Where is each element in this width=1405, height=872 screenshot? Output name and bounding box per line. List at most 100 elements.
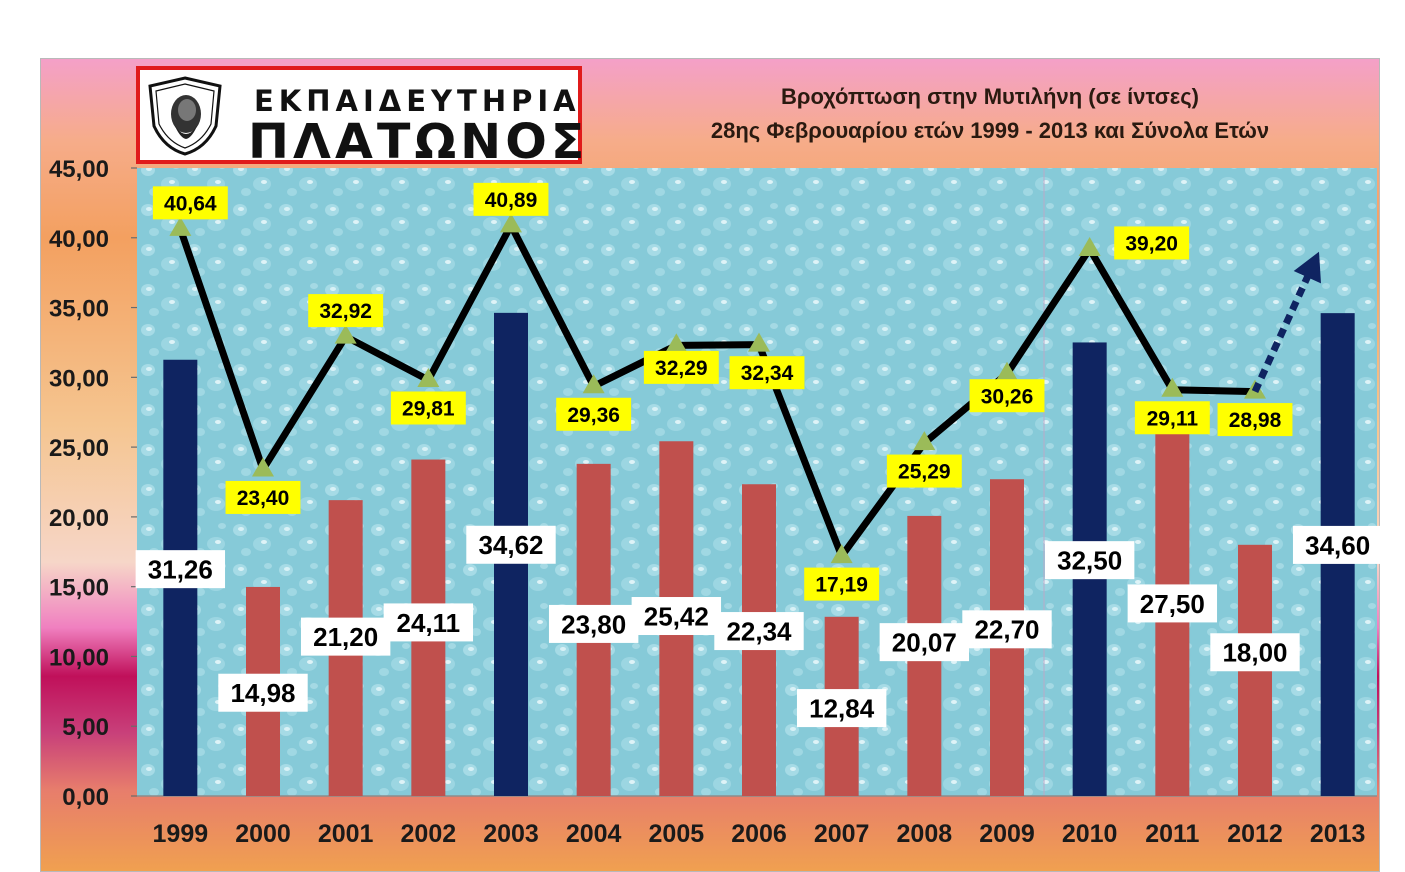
y-tick-label: 10,00 [49,644,109,671]
svg-text:29,81: 29,81 [402,398,455,421]
x-tick-label: 2002 [401,820,457,848]
x-tick-label: 2006 [731,820,787,848]
svg-text:29,11: 29,11 [1147,407,1199,430]
svg-text:31,26: 31,26 [148,555,213,585]
bar-label-2005: 25,42 [631,597,722,636]
x-tick-label: 2004 [566,820,622,848]
line-marker-2005 [665,333,688,353]
bar-label-2013: 34,60 [1292,525,1383,564]
svg-text:21,20: 21,20 [313,622,378,652]
y-tick-label: 0,00 [62,784,109,811]
line-marker-2004 [582,374,605,394]
y-tick-label: 15,00 [49,575,109,602]
svg-text:24,11: 24,11 [397,608,461,638]
bar-label-1999: 31,26 [135,550,226,589]
svg-text:27,50: 27,50 [1140,589,1205,619]
svg-text:23,40: 23,40 [237,487,290,510]
logo-seal-icon [148,76,222,156]
bar-label-2008: 20,07 [879,623,970,662]
x-tick-label: 1999 [153,820,209,848]
bar-label-2007: 12,84 [796,689,887,728]
svg-text:39,20: 39,20 [1125,233,1178,256]
svg-text:23,80: 23,80 [561,609,626,639]
x-tick-label: 2009 [979,820,1035,848]
svg-text:34,60: 34,60 [1305,530,1370,560]
line-marker-2003 [500,213,522,233]
svg-text:20,07: 20,07 [892,628,957,658]
x-tick-label: 2011 [1145,820,1199,848]
line-marker-1999 [169,216,192,236]
line-marker-2007 [830,544,853,564]
line-marker-2006 [748,332,770,352]
svg-text:28,98: 28,98 [1229,409,1282,432]
line-label-2001: 32,92 [308,294,384,328]
svg-text:29,36: 29,36 [567,404,620,427]
line-marker-2000 [252,457,274,477]
bar-label-2003: 34,62 [466,525,556,564]
svg-text:12,84: 12,84 [809,693,875,723]
line-label-2008: 25,29 [886,454,962,488]
y-tick-label: 40,00 [49,226,109,253]
svg-text:14,98: 14,98 [230,678,295,708]
line-series [169,213,1266,564]
line-label-2009: 30,26 [969,379,1045,413]
svg-text:40,89: 40,89 [485,189,538,212]
svg-text:32,92: 32,92 [319,300,372,323]
svg-text:40,64: 40,64 [164,192,217,215]
y-tick-label: 20,00 [49,505,109,532]
trend-arrow-head [1293,251,1321,284]
x-tick-label: 2008 [897,820,953,848]
svg-text:32,34: 32,34 [741,362,794,385]
y-tick-label: 5,00 [62,714,109,741]
bar-label-2004: 23,80 [548,604,639,643]
trend-arrow-shaft [1251,266,1315,394]
line-label-2011: 29,11 [1134,401,1210,435]
x-tick-label: 2001 [318,820,374,848]
line-label-1999: 40,64 [152,186,228,220]
x-tick-label: 2010 [1062,820,1118,848]
line-label-2012: 28,98 [1217,403,1293,437]
line-marker-2011 [1161,377,1184,397]
svg-text:32,50: 32,50 [1057,546,1122,576]
trend-arrow [1251,251,1321,394]
line-label-2010: 39,20 [1114,226,1190,260]
y-axis: 0,00 5,00 10,00 15,00 20,00 25,00 30,00 35,00 40… [49,156,137,811]
svg-text:34,62: 34,62 [478,530,543,560]
bar-label-2000: 14,98 [218,673,308,712]
logo-text-line2: ΠΛΑΤΩΝΟΣ [248,114,589,170]
chart-title: Βροχόπτωση στην Μυτιλήνη (σε ίντσες) [781,84,1199,109]
bar-labels: 31,26 14,98 21,20 24,11 34,62 23,80 25,42 22,34… [135,525,1383,728]
line-label-2004: 29,36 [556,397,632,431]
y-tick-label: 35,00 [49,296,109,323]
line-marker-2009 [996,361,1018,381]
line-label-2006: 32,34 [729,356,805,390]
line-marker-2010 [1078,236,1101,256]
svg-text:25,29: 25,29 [898,461,951,484]
x-tick-label: 2012 [1227,820,1283,848]
line-marker-2002 [417,367,440,387]
x-tick-label: 2000 [235,820,291,848]
y-tick-label: 45,00 [49,156,109,183]
x-tick-label: 2005 [649,820,705,848]
svg-text:18,00: 18,00 [1222,638,1287,668]
x-tick-label: 2007 [814,820,870,848]
chart-subtitle: 28ης Φεβρουαρίου ετών 1999 - 2013 και Σύ… [710,118,1270,143]
line-label-2005: 32,29 [643,350,719,384]
line-label-2003: 40,89 [473,182,549,216]
line-marker-2008 [913,431,936,451]
svg-text:22,34: 22,34 [726,616,792,646]
bar-label-2006: 22,34 [714,612,804,651]
x-tick-label: 2013 [1310,820,1366,848]
bar-label-2012: 18,00 [1210,633,1300,672]
bar-label-2011: 27,50 [1127,584,1218,623]
x-axis: 1999 2000 2001 2002 2003 2004 2005 2006 2007 2008… [153,820,1366,848]
svg-text:32,29: 32,29 [655,357,708,380]
bar-label-2010: 32,50 [1044,541,1135,580]
line-label-2000: 23,40 [225,480,301,514]
bar-label-2009: 22,70 [962,610,1052,649]
svg-text:30,26: 30,26 [981,385,1034,408]
svg-text:25,42: 25,42 [644,601,709,631]
line-labels: 40,64 23,40 32,92 29,81 40,89 29,36 32,29 32,34… [152,182,1293,601]
logo-text-line1: ΕΚΠΑΙΔΕΥΤΗΡΙΑ [254,84,581,118]
